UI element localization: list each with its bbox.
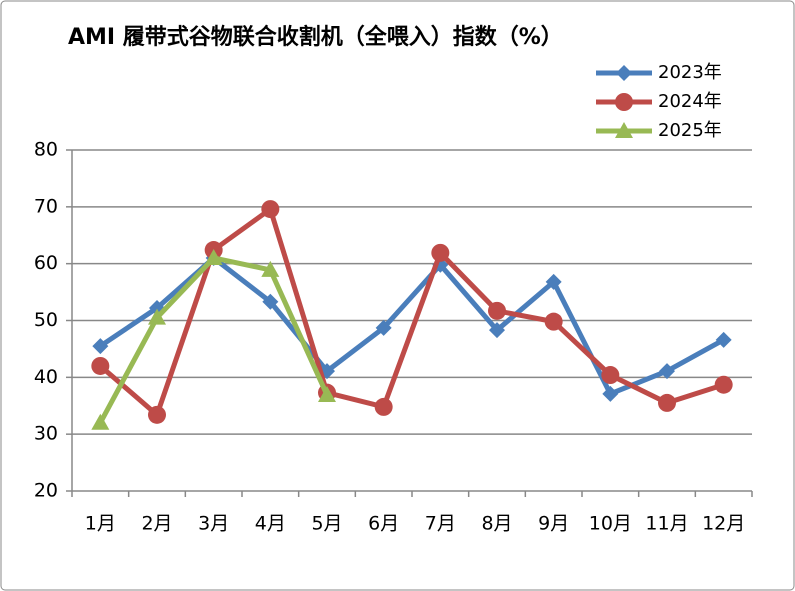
marker [659,363,675,380]
y-tick-label: 30 [34,423,58,445]
legend-label: 2025年 [658,120,722,141]
marker [545,273,562,290]
y-tick-label: 40 [34,366,58,388]
marker [261,260,280,277]
x-tick-label: 7月 [425,513,456,535]
x-tick-label: 2月 [141,513,172,535]
y-tick-label: 60 [34,252,58,274]
x-tick-label: 3月 [198,513,229,535]
marker [544,312,563,331]
marker [375,319,392,336]
marker [615,93,633,111]
marker [374,397,393,416]
x-tick-label: 10月 [589,513,632,535]
marker [148,308,166,325]
marker [601,366,620,385]
marker [431,243,450,262]
y-tick-label: 70 [34,195,58,217]
x-tick-label: 9月 [538,513,569,535]
x-tick-label: 11月 [645,513,688,535]
marker [715,331,732,348]
marker [204,248,223,265]
marker [616,65,632,81]
legend-label: 2023年 [658,62,722,83]
marker [489,322,505,339]
marker [91,356,110,375]
x-tick-label: 4月 [255,513,286,535]
marker [658,393,676,412]
legend-label: 2024年 [658,91,722,112]
x-tick-label: 1月 [85,513,116,535]
marker [91,413,110,430]
marker [148,405,166,424]
x-tick-label: 6月 [368,513,399,535]
marker [714,375,733,394]
chart-title: AMI 履带式谷物联合收割机（全喂入）指数（%） [68,24,563,50]
y-tick-label: 80 [34,139,58,161]
x-tick-label: 5月 [311,513,342,535]
y-tick-label: 50 [34,309,58,331]
series-line [98,206,725,418]
marker [615,122,633,138]
x-tick-label: 8月 [481,513,512,535]
x-tick-label: 12月 [702,513,745,535]
marker [602,385,619,402]
marker [488,301,506,320]
y-tick-label: 20 [34,480,58,502]
marker [92,338,109,355]
marker [318,385,336,402]
marker [262,293,279,310]
marker [261,200,280,219]
